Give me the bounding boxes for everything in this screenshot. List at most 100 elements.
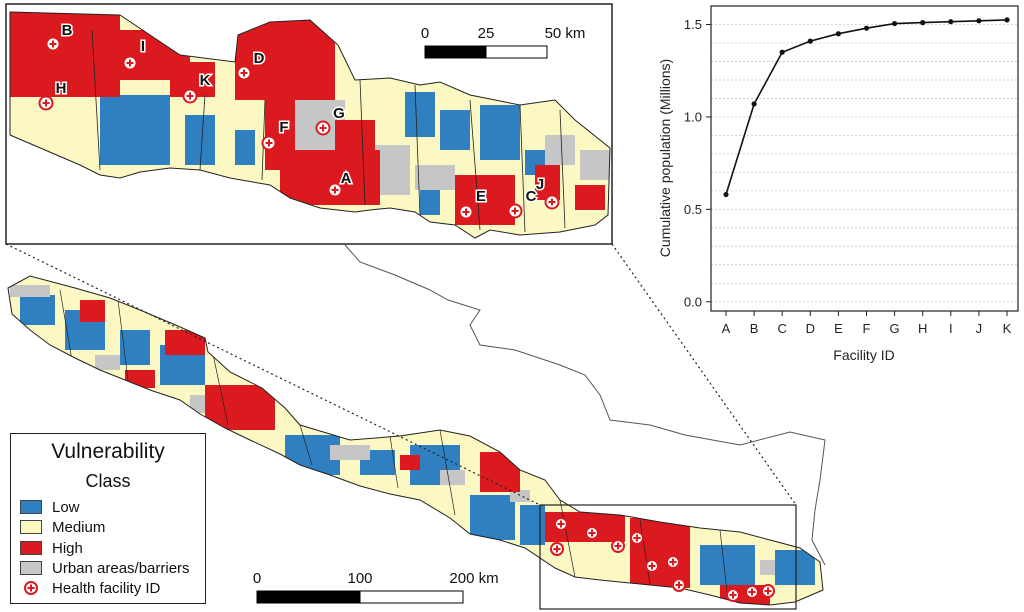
inset-map: 0 25 50 km (5, 3, 613, 245)
plot-frame (710, 5, 1019, 312)
facility-label: H (56, 80, 67, 97)
inset-scale-label: 25 (478, 25, 495, 42)
medium-swatch (20, 520, 42, 534)
legend-label: High (52, 539, 83, 557)
health-facility-icon (20, 580, 42, 596)
y-tick-label: 0.0 (684, 294, 702, 309)
data-point (779, 49, 785, 55)
main-scale-label: 0 (253, 570, 261, 587)
x-tick-label: E (834, 321, 843, 336)
main-map-facility-markers (550, 517, 775, 602)
legend-label: Urban areas/barriers (52, 559, 190, 577)
facility-label-halo: H (56, 80, 67, 97)
health-facility-icon (327, 182, 343, 198)
map-legend: Vulnerability Class Low Medium High Urba… (10, 433, 206, 604)
urban-swatch (20, 561, 42, 575)
inset-connector-right (611, 243, 797, 506)
legend-title: Vulnerability (51, 440, 165, 463)
health-facility-icon (315, 120, 331, 136)
data-point (751, 101, 757, 107)
y-axis-title: Cumulative population (Millions) (657, 59, 673, 257)
health-facility-icon (261, 135, 277, 151)
facility-label-halo: J (536, 176, 544, 193)
facility-label: K (200, 72, 211, 89)
y-tick-label: 1.5 (684, 17, 702, 32)
x-tick-label: I (949, 321, 953, 336)
x-tick-label: D (806, 321, 815, 336)
facility-label-halo: G (333, 105, 345, 122)
y-tick-label: 0.5 (684, 202, 702, 217)
facility-label-halo: I (141, 38, 145, 55)
inset-scale-label: 0 (421, 25, 429, 42)
x-tick-label: J (976, 321, 983, 336)
data-point (1004, 17, 1010, 23)
facility-label: E (476, 188, 486, 205)
legend-item-low: Low (20, 497, 80, 517)
inset-scale-bar: 0 25 50 km (421, 25, 586, 59)
health-facility-icon (458, 204, 474, 220)
low-swatch (20, 500, 42, 514)
x-tick-label: C (778, 321, 787, 336)
facility-label-halo: E (476, 188, 486, 205)
legend-subtitle: Class (85, 471, 131, 491)
legend-label: Low (52, 498, 80, 516)
main-scale-label: 100 (347, 570, 372, 587)
series-line (725, 19, 1008, 195)
facility-label-halo: B (62, 22, 73, 39)
health-facility-icon (236, 65, 252, 81)
facility-label-halo: D (254, 50, 265, 67)
health-facility-icon (182, 88, 198, 104)
legend-label: Medium (52, 518, 106, 536)
data-point (920, 20, 926, 26)
facility-label-halo: F (279, 119, 288, 136)
health-facility-icon (122, 55, 138, 71)
facility-label: I (141, 38, 145, 55)
country-boundary (344, 244, 826, 566)
legend-item-high: High (20, 538, 83, 558)
x-tick-label: F (863, 321, 871, 336)
x-tick-label: G (890, 321, 900, 336)
legend-item-urban: Urban areas/barriers (20, 558, 190, 578)
facility-label-halo: C (526, 188, 537, 205)
facility-label-halo: K (200, 72, 211, 89)
x-tick-label: A (722, 321, 731, 336)
cumulative-population-chart: 0.0 0.5 1.0 1.5 A B C D E F G H I J K Facility ID Cum… (657, 5, 1019, 363)
legend-label: Health facility ID (52, 579, 161, 597)
facility-label: C (526, 188, 537, 205)
high-swatch (20, 541, 42, 555)
health-facility-icon (507, 203, 523, 219)
x-axis: A B C D E F G H I J K (722, 311, 1012, 336)
facility-label: B (62, 22, 73, 39)
health-facility-icon (544, 194, 560, 210)
main-scale-bar: 0 100 200 km (253, 570, 499, 604)
facility-label: A (341, 170, 352, 187)
legend-item-health-facility: Health facility ID (20, 578, 160, 598)
facility-label: J (536, 176, 544, 193)
main-scale-label: 200 km (449, 570, 498, 587)
y-tick-label: 1.0 (684, 109, 702, 124)
facility-label: G (333, 105, 345, 122)
inset-extent-box (539, 504, 797, 610)
y-axis: 0.0 0.5 1.0 1.5 (684, 17, 711, 309)
facility-label: F (279, 119, 288, 136)
x-tick-label: B (750, 321, 759, 336)
inset-scale-label: 50 km (545, 25, 586, 42)
inset-connector-left (5, 243, 541, 506)
legend-item-medium: Medium (20, 517, 105, 537)
x-axis-title: Facility ID (833, 347, 894, 363)
facility-label-halo: A (341, 170, 352, 187)
data-point (863, 25, 870, 31)
data-point (948, 19, 954, 25)
data-point (892, 20, 898, 27)
health-facility-icon (38, 95, 54, 111)
data-point (835, 31, 841, 37)
data-point (976, 18, 982, 24)
series-points (723, 17, 1010, 198)
data-point (723, 191, 729, 198)
x-tick-label: K (1003, 321, 1012, 336)
chart-grid (711, 24, 1018, 303)
facility-label: D (254, 50, 265, 67)
health-facility-icon (45, 36, 61, 52)
